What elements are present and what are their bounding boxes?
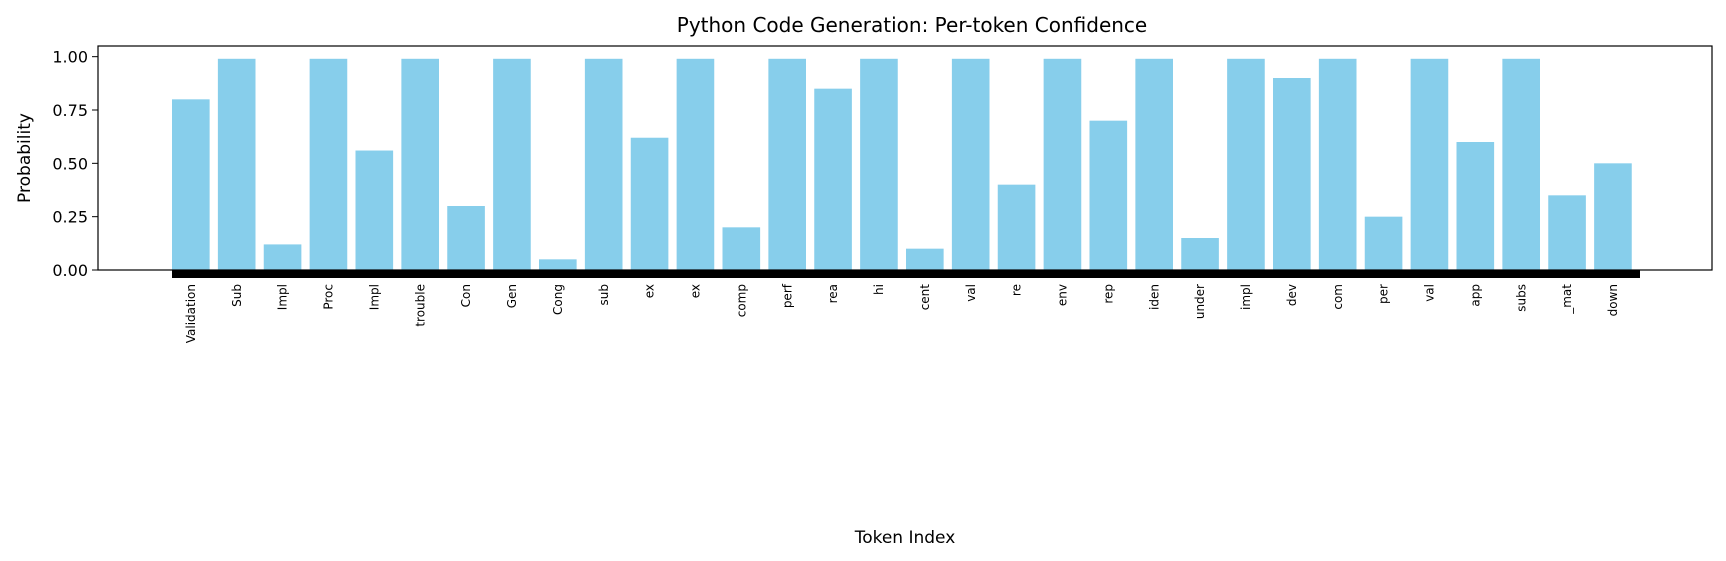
x-tick-label: Proc xyxy=(322,284,336,310)
bar xyxy=(309,58,348,270)
x-tick-label: Impl xyxy=(276,284,290,310)
x-tick-label: env xyxy=(1056,284,1070,306)
bar xyxy=(906,248,944,270)
bar xyxy=(1456,142,1495,270)
bar xyxy=(447,206,485,270)
bar xyxy=(1318,58,1357,270)
bar xyxy=(951,58,990,270)
bar xyxy=(355,150,394,270)
y-tick-label: 0.00 xyxy=(52,261,88,280)
y-tick-label: 1.00 xyxy=(52,48,88,67)
x-tick-label: under xyxy=(1193,284,1207,319)
x-tick-band xyxy=(172,270,1640,278)
x-tick-labels: Validation Sub Impl Proc Impl trouble Con Gen Co… xyxy=(172,270,1640,343)
bar xyxy=(1089,120,1128,270)
x-tick-label: re xyxy=(1010,284,1024,296)
chart-title: Python Code Generation: Per-token Confid… xyxy=(677,13,1147,37)
x-tick-label: comp xyxy=(734,284,748,317)
x-tick-label: Gen xyxy=(505,284,519,308)
bar xyxy=(1043,58,1082,270)
x-tick-label: iden xyxy=(1147,284,1161,310)
bar xyxy=(860,58,898,270)
plot-frame xyxy=(97,45,1713,271)
y-tick-label: 0.25 xyxy=(52,208,88,227)
bar xyxy=(1135,58,1173,270)
x-tick-label: _mat xyxy=(1560,284,1574,315)
bar xyxy=(217,58,256,270)
x-tick-label: perf xyxy=(780,283,794,308)
bar xyxy=(1273,78,1311,270)
x-tick-label: com xyxy=(1331,284,1345,310)
y-axis-label: Probability xyxy=(15,113,35,203)
x-tick-label: Sub xyxy=(230,284,244,307)
x-tick-label: hi xyxy=(872,284,886,295)
bar xyxy=(1364,216,1403,270)
bar xyxy=(263,244,302,270)
bar xyxy=(630,137,669,270)
x-tick-label: Con xyxy=(459,284,473,307)
bar xyxy=(1548,195,1586,270)
x-tick-label: Impl xyxy=(367,284,381,310)
x-tick-label: val xyxy=(964,284,978,302)
x-tick-label: dev xyxy=(1285,284,1299,306)
bar xyxy=(539,259,577,270)
bar xyxy=(1502,58,1540,270)
bar xyxy=(768,58,806,270)
x-tick-label: down xyxy=(1606,284,1620,316)
x-tick-label: trouble xyxy=(413,284,427,327)
x-axis-label: Token Index xyxy=(854,528,956,548)
x-tick-label: sub xyxy=(597,284,611,305)
y-axis: 0.00 0.25 0.50 0.75 1.00 xyxy=(52,48,98,280)
x-tick-label: per xyxy=(1377,284,1391,304)
x-tick-label: ex xyxy=(689,284,703,298)
bar xyxy=(722,227,761,270)
bars-layer xyxy=(172,58,1632,270)
bar xyxy=(814,88,852,270)
x-tick-label: rep xyxy=(1101,284,1115,304)
bar xyxy=(1410,58,1449,270)
x-tick-label: ex xyxy=(643,284,657,298)
x-tick-label: rea xyxy=(826,284,840,303)
x-tick-label: Validation xyxy=(184,284,198,343)
y-tick-label: 0.50 xyxy=(52,154,88,173)
x-tick-label: app xyxy=(1468,284,1482,307)
bar xyxy=(1181,238,1219,270)
bar xyxy=(1594,163,1632,270)
x-tick-label: val xyxy=(1423,284,1437,302)
bar xyxy=(676,58,715,270)
bar xyxy=(584,58,623,270)
x-tick-label: subs xyxy=(1514,284,1528,312)
x-tick-label: cent xyxy=(918,284,932,311)
bar xyxy=(172,99,210,270)
x-tick-label: impl xyxy=(1239,284,1253,310)
x-tick-label: Cong xyxy=(551,284,565,315)
bar xyxy=(493,58,531,270)
y-tick-label: 0.75 xyxy=(52,101,88,120)
bar xyxy=(401,58,439,270)
bar xyxy=(1227,58,1265,270)
bar xyxy=(997,184,1036,270)
